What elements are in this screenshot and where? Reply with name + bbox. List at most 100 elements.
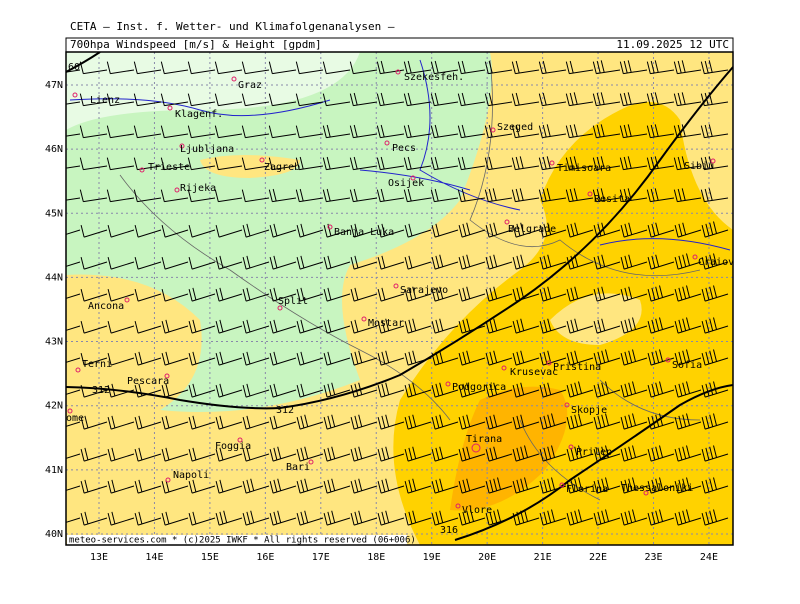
wind-barb (404, 286, 432, 302)
wind-barb (593, 413, 621, 430)
city-label: Klagenf. (175, 109, 223, 120)
wind-barb (242, 510, 270, 526)
wind-barb (647, 509, 675, 526)
wind-barb (538, 156, 567, 171)
city-label: Sofia (672, 360, 702, 371)
wind-barb (66, 261, 81, 267)
wind-barb (322, 93, 351, 107)
wind-barb (296, 319, 324, 334)
wind-barb (377, 446, 405, 462)
height-contour-308 (66, 52, 101, 73)
wind-barb (161, 224, 189, 238)
city-marker (277, 305, 283, 311)
city-marker (393, 283, 399, 289)
wind-barb (485, 350, 513, 366)
wind-barb (512, 477, 540, 494)
wind-barb (106, 61, 135, 75)
wind-barb (134, 479, 162, 494)
wind-barb (565, 188, 594, 203)
wind-barb (215, 510, 243, 526)
wind-barb (269, 223, 297, 238)
wind-barb (187, 93, 216, 107)
city-label: Prilep (576, 447, 612, 458)
wind-barb (323, 351, 351, 366)
wind-barb (431, 286, 459, 302)
wind-barb (431, 223, 459, 238)
wind-barb (647, 477, 675, 494)
city-marker (455, 503, 461, 509)
wind-barb (701, 317, 729, 334)
lat-label: 44N (45, 272, 63, 283)
wind-barb (539, 445, 567, 462)
wind-barb (188, 383, 216, 398)
wind-barb (701, 349, 729, 366)
wind-barb (565, 92, 594, 107)
wind-barb (593, 445, 621, 462)
wind-barb (242, 287, 270, 302)
map-frame (65, 51, 734, 546)
wind-barb (593, 222, 621, 238)
city-marker (308, 459, 314, 465)
city-marker (546, 360, 552, 366)
wind-barb (107, 288, 135, 302)
wind-barb (269, 383, 297, 398)
wind-barb (295, 125, 324, 139)
wind-barb (377, 350, 405, 366)
wind-barb (295, 61, 324, 75)
wind-barb (66, 101, 81, 105)
institute: CETA — Inst. f. Wetter- und Klimafolgena… (70, 20, 395, 33)
wind-barb (134, 320, 162, 334)
lon-label: 15E (201, 552, 219, 563)
wind-barb (701, 285, 729, 302)
city-label: Osijek (388, 178, 424, 189)
wind-barb (133, 125, 162, 139)
city-label: Belgrade (508, 224, 556, 235)
wind-barb (80, 447, 108, 462)
wind-barb (674, 509, 702, 526)
wind-barb (161, 447, 189, 462)
wind-barb (350, 223, 378, 238)
wind-barb (620, 349, 648, 366)
contour-label: 312 (92, 385, 110, 396)
wind-barb (323, 382, 351, 398)
city-marker (504, 219, 510, 225)
wind-barb (323, 287, 351, 302)
wind-barb (215, 255, 243, 270)
wind-barb (242, 415, 270, 430)
wind-barb (620, 286, 648, 302)
wind-barb (512, 254, 540, 270)
city-label: Pristina (553, 362, 601, 373)
wind-barb (377, 287, 405, 302)
wind-barb (350, 510, 378, 526)
wind-barb (701, 221, 729, 238)
lat-label: 45N (45, 208, 63, 219)
city-marker (395, 69, 401, 75)
wind-barb (66, 197, 81, 201)
wind-barb (700, 156, 729, 171)
wind-barb (511, 60, 540, 75)
wind-barb (592, 124, 621, 139)
wind-barb (215, 383, 243, 398)
wind-barb (539, 350, 567, 366)
wind-barb (134, 256, 162, 270)
wind-barb (566, 222, 594, 238)
wind-barb (673, 188, 702, 203)
wind-barb (404, 223, 432, 238)
city-label: Pescara (127, 376, 169, 387)
wind-barb (323, 510, 351, 526)
graticule (66, 52, 733, 545)
wind-barb (161, 383, 189, 398)
wind-barb (431, 254, 459, 270)
wind-barb (566, 286, 594, 302)
wind-barb (376, 124, 405, 139)
wind-barb (512, 286, 540, 302)
lat-label: 47N (45, 80, 63, 91)
city-marker (164, 373, 170, 379)
wind-barb (269, 319, 297, 334)
wind-barb (80, 320, 108, 334)
wind-barb (458, 222, 486, 238)
city-marker (564, 402, 570, 408)
wind-barb (403, 60, 432, 75)
wind-barb (242, 351, 270, 366)
city-label: Resita (594, 194, 630, 205)
